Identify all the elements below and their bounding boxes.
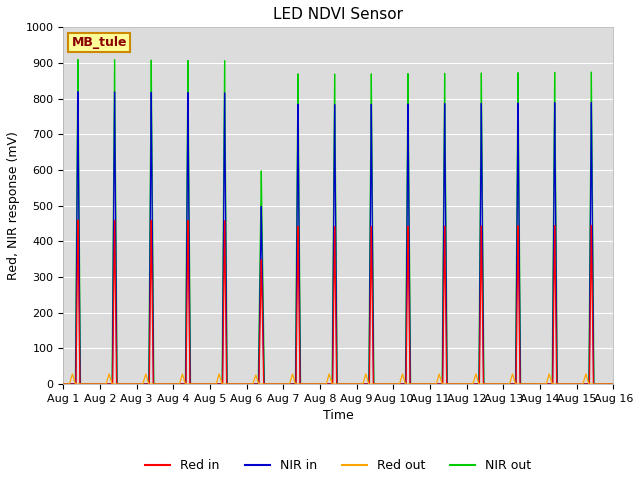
Legend: Red in, NIR in, Red out, NIR out: Red in, NIR in, Red out, NIR out: [140, 455, 536, 478]
X-axis label: Time: Time: [323, 409, 354, 422]
Y-axis label: Red, NIR response (mV): Red, NIR response (mV): [7, 131, 20, 280]
Title: LED NDVI Sensor: LED NDVI Sensor: [273, 7, 403, 22]
Text: MB_tule: MB_tule: [72, 36, 127, 49]
